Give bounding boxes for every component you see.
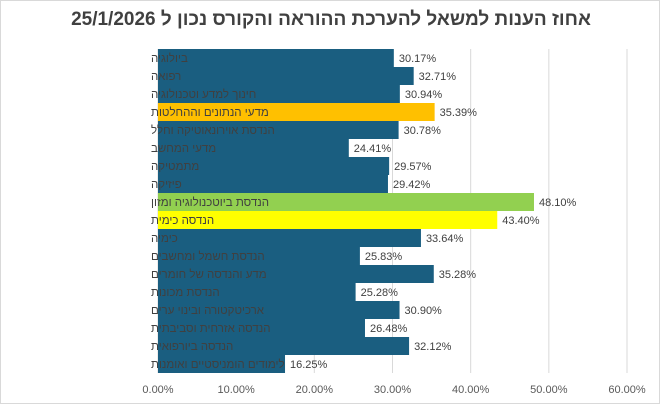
bar (158, 157, 390, 175)
data-label: 43.40% (502, 215, 540, 227)
category-label: הנדסת אוירונאוטיקה וחלל (151, 124, 275, 137)
data-label: 48.10% (539, 197, 577, 209)
category-label: ביולוגיה (151, 52, 188, 65)
bar (158, 355, 286, 373)
bar (158, 49, 394, 67)
data-label: 35.39% (440, 107, 478, 119)
category-label: רפואה (151, 71, 181, 83)
category-label: מדעי הנתונים וההחלטות (151, 106, 269, 119)
data-label: 25.83% (365, 251, 403, 263)
chart-title: אחוז הענות למשאל להערכת ההוראה והקורס נכ… (71, 9, 591, 30)
category-label: כימיה (151, 233, 178, 245)
data-label: 30.90% (405, 305, 443, 317)
data-label: 26.48% (370, 323, 408, 335)
category-label: ארכיטקטורה ובינוי ערים (151, 305, 265, 317)
category-label: הנדסת ביוטכנולוגיה ומזון (151, 196, 269, 209)
bar (158, 247, 360, 265)
bar (158, 85, 400, 103)
data-label: 24.41% (354, 143, 392, 155)
data-label: 35.28% (439, 269, 477, 281)
category-label: פיזיקה (151, 179, 182, 191)
category-label: הנדסה ביורפואית (151, 341, 233, 353)
x-tick-label: 50.00% (530, 384, 568, 396)
category-label: מתמטיקה (151, 161, 199, 173)
bar (158, 67, 414, 85)
bar (158, 139, 349, 157)
category-label: הנדסה אזרחית וסביבתית (151, 323, 271, 335)
data-label: 25.28% (361, 287, 399, 299)
bar (158, 103, 435, 121)
category-label: הנדסת חשמל ומחשבים (151, 250, 265, 263)
bar (158, 301, 400, 319)
x-tick-label: 30.00% (374, 384, 412, 396)
category-label: מדעי המחשב (151, 143, 216, 155)
x-tick-label: 0.00% (142, 384, 173, 396)
category-label: מדע והנדסה של חומרים (151, 268, 267, 281)
x-tick-label: 40.00% (452, 384, 490, 396)
bar (158, 319, 365, 337)
x-tick-label: 10.00% (218, 384, 256, 396)
bar (158, 337, 410, 355)
category-label: לימודים הומניסטיים ואומנות (151, 358, 285, 371)
category-label: הנדסת מכונות (151, 287, 220, 299)
bar (158, 229, 421, 247)
data-label: 16.25% (290, 359, 328, 371)
data-label: 30.94% (405, 89, 443, 101)
bar (158, 211, 498, 229)
x-tick-label: 60.00% (608, 384, 646, 396)
category-label: חינוך למדע וטכנולוגיה (151, 88, 256, 101)
bar (158, 175, 388, 193)
data-label: 30.78% (404, 125, 442, 137)
data-label: 32.71% (419, 71, 457, 83)
data-label: 33.64% (426, 233, 464, 245)
bar (158, 283, 356, 301)
x-tick-label: 20.00% (296, 384, 334, 396)
data-label: 30.17% (399, 53, 437, 65)
category-label: הנדסה כימית (151, 215, 214, 227)
data-label: 29.42% (393, 179, 431, 191)
bar (158, 193, 534, 211)
bar (158, 121, 399, 139)
data-label: 32.12% (414, 341, 452, 353)
bar (158, 265, 434, 283)
data-label: 29.57% (394, 161, 432, 173)
